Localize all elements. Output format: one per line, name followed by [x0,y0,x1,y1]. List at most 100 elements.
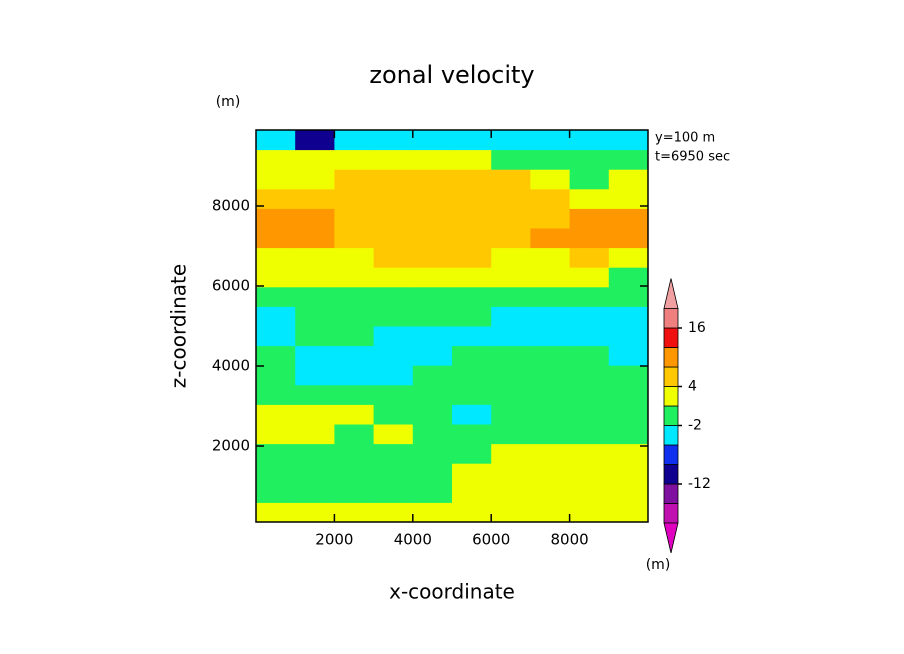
contour-cell [530,443,571,464]
plot-frame [255,129,649,523]
contour-cell [452,482,492,503]
contour-cell [373,169,414,190]
contour-cell [452,247,492,268]
contour-cell [412,169,453,190]
contour-cell [530,502,571,523]
y-tick-label: 8000 [212,197,250,215]
contour-cell [256,384,296,405]
contour-cell [608,149,649,170]
contour-cell [412,267,453,288]
contour-cell [373,306,414,327]
x-tick-label: 4000 [394,531,432,549]
contour-cell [569,345,610,366]
contour-cell [608,365,649,386]
contour-cell [530,247,571,268]
contour-cell [334,384,375,405]
colorbar-over [663,278,679,309]
contour-cell [412,188,453,209]
contour-cell [569,286,610,307]
contour-cell [412,286,453,307]
contour-cell [530,188,571,209]
y-axis-label: z-coordinate [167,264,191,388]
contour-cell [412,365,453,386]
contour-cell [373,482,414,503]
colorbar-tick-label: 4 [688,379,697,395]
contour-cell [373,424,414,445]
contour-cell [295,208,335,229]
contour-cell [334,463,375,484]
contour-cell [412,345,453,366]
contour-cell [452,365,492,386]
contour-cell [569,188,610,209]
contour-cell [608,463,649,484]
contour-cell [608,188,649,209]
contour-cell [491,404,531,425]
contour-cell [412,247,453,268]
contour-cell [530,345,571,366]
contour-cell [491,482,531,503]
contour-cell [295,365,335,386]
contour-cell [569,326,610,347]
colorbar-segment [663,464,679,485]
contour-cell [452,169,492,190]
contour-cell [334,326,375,347]
contour-cell [530,169,571,190]
contour-cell [569,208,610,229]
contour-cell [295,188,335,209]
contour-cell [256,365,296,386]
contour-cell [412,404,453,425]
contour-cell [530,365,571,386]
contour-cell [569,463,610,484]
contour-cell [491,228,531,249]
contour-cell [256,247,296,268]
contour-cell [569,130,610,151]
contour-cell [452,228,492,249]
contour-cell [491,502,531,523]
contour-cell [373,404,414,425]
contour-cell [608,169,649,190]
contour-cell [452,463,492,484]
colorbar-tick-label: -2 [688,418,702,434]
contour-cell [295,384,335,405]
contour-cell [412,130,453,151]
contour-cell [412,384,453,405]
contour-cell [530,286,571,307]
contour-cell [256,404,296,425]
contour-cell [530,130,571,151]
contour-cell [452,306,492,327]
contour-cell [295,228,335,249]
contour-cell [412,149,453,170]
contour-cell [530,208,571,229]
contour-cell [256,286,296,307]
contour-cell [256,482,296,503]
contour-cell [334,188,375,209]
contour-cell [373,463,414,484]
contour-cell [608,424,649,445]
colorbar-tick-label: 16 [688,320,706,336]
contour-cell [491,424,531,445]
contour-cell [608,345,649,366]
contour-cell [608,267,649,288]
contour-cell [373,130,414,151]
contour-cell [334,404,375,425]
contour-cell [608,502,649,523]
contour-cell [295,482,335,503]
x-tick-label: 2000 [315,531,353,549]
contour-cell [295,443,335,464]
contour-cell [334,169,375,190]
contour-cell [608,286,649,307]
y-unit: (m) [216,94,241,110]
contour-cell [452,326,492,347]
colorbar-tick-label: -12 [688,476,711,492]
contour-cell [452,149,492,170]
contour-cell [412,306,453,327]
contour-cell [569,228,610,249]
contour-cell [373,149,414,170]
contour-cell [530,424,571,445]
colorbar-segment [663,503,679,524]
contour-cell [256,228,296,249]
x-tick-label: 8000 [551,531,589,549]
contour-cell [608,228,649,249]
contour-cell [334,149,375,170]
contour-cell [295,149,335,170]
